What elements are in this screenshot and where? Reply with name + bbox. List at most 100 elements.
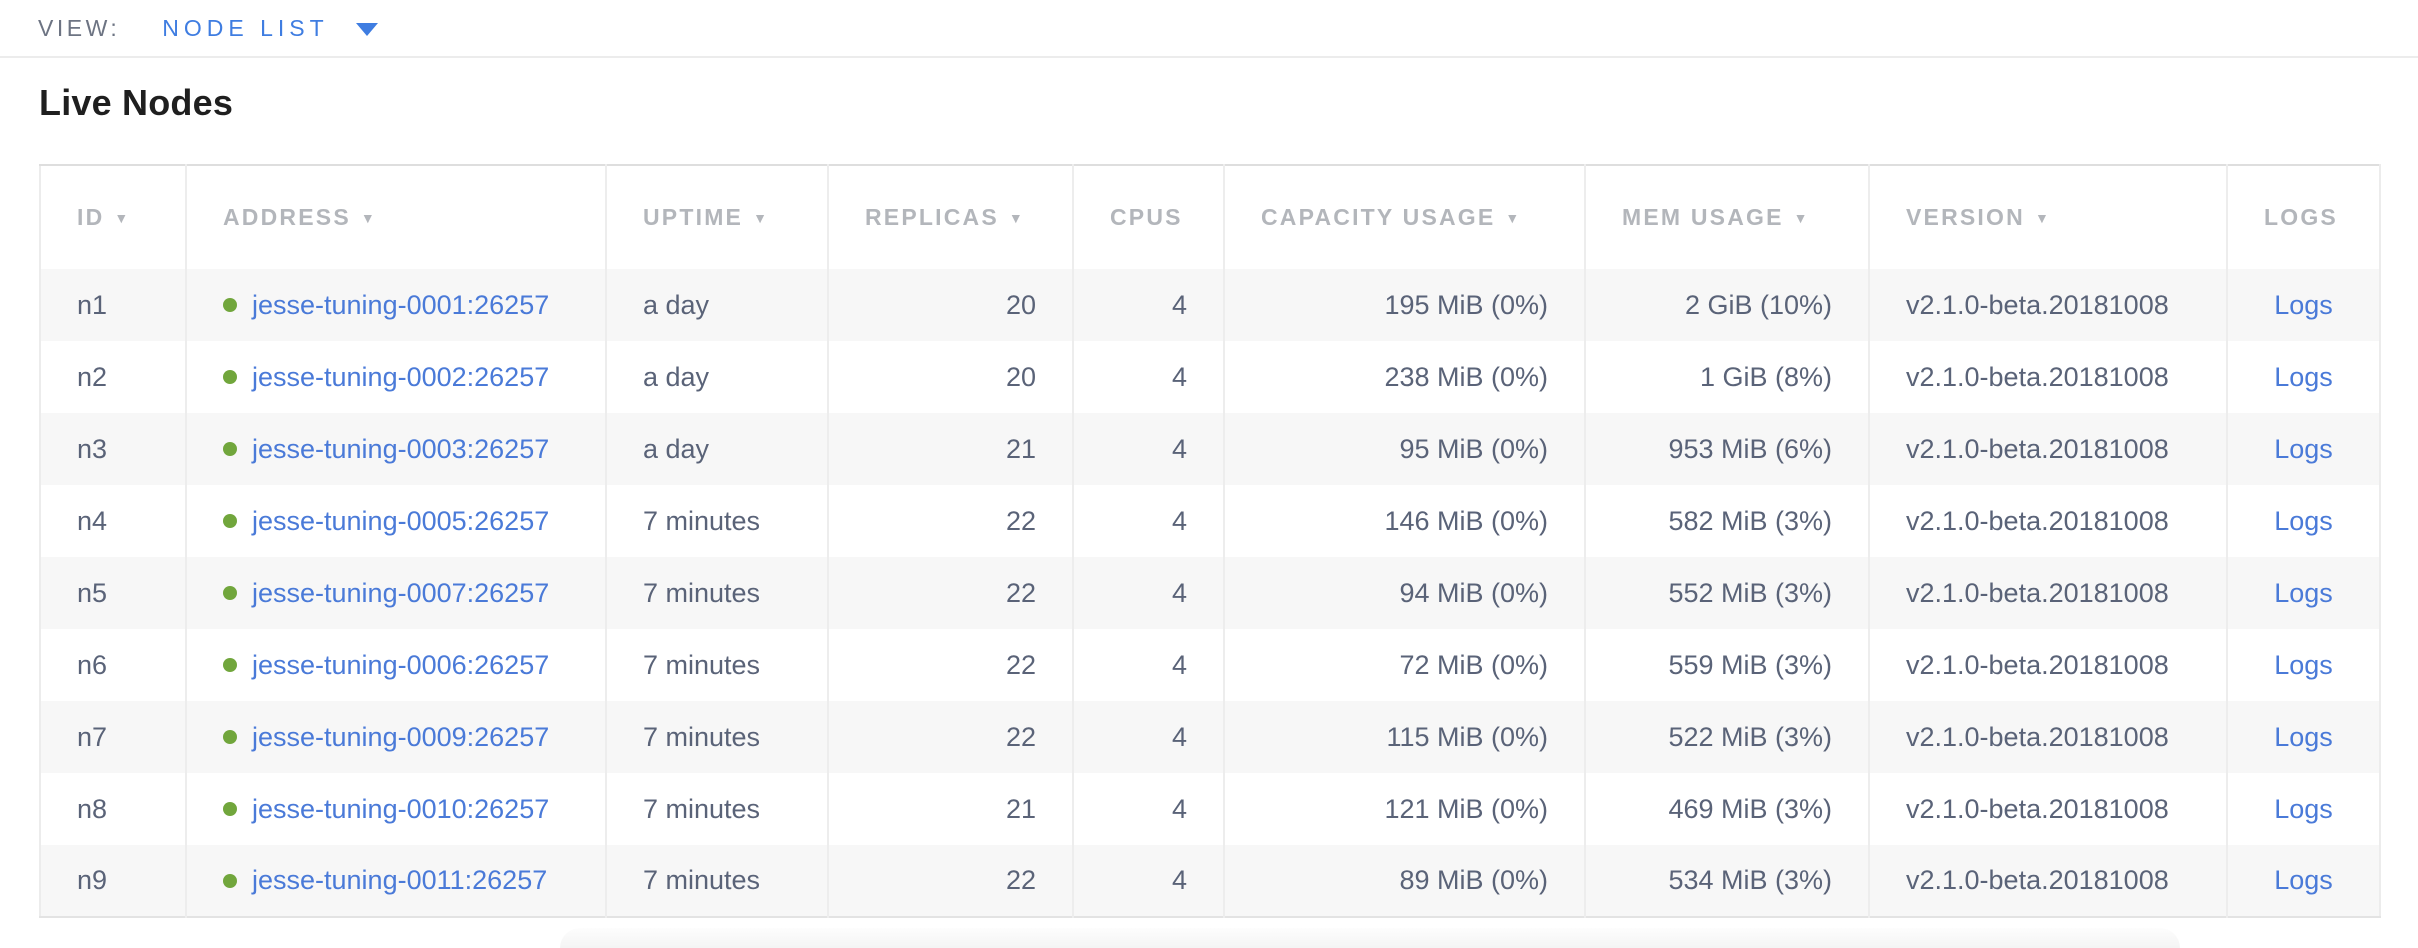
column-header-address[interactable]: ADDRESS ▼ [186, 165, 607, 269]
cell-logs: Logs [2227, 413, 2380, 485]
cell-mem: 953 MiB (6%) [1585, 413, 1870, 485]
column-header-version[interactable]: VERSION ▼ [1869, 165, 2228, 269]
cell-replicas: 20 [828, 341, 1074, 413]
sort-triangle-down-icon: ▼ [1793, 210, 1810, 226]
cell-capacity: 94 MiB (0%) [1224, 557, 1586, 629]
node-status-dot-icon [223, 586, 237, 600]
table-row: n3 jesse-tuning-0003:26257 a day 21 4 95 MiB … [40, 413, 2380, 485]
column-label: ADDRESS [223, 204, 351, 230]
cell-logs: Logs [2227, 845, 2380, 917]
next-section-edge [560, 928, 2180, 948]
sort-triangle-down-icon: ▼ [360, 210, 377, 226]
cell-address: jesse-tuning-0003:26257 [186, 413, 607, 485]
cell-address: jesse-tuning-0007:26257 [186, 557, 607, 629]
cell-id: n1 [40, 269, 187, 341]
cell-capacity: 146 MiB (0%) [1224, 485, 1586, 557]
sort-triangle-down-icon: ▼ [2034, 210, 2051, 226]
cell-version: v2.1.0-beta.20181008 [1869, 269, 2228, 341]
cell-cpus: 4 [1073, 413, 1225, 485]
cell-replicas: 22 [828, 557, 1074, 629]
cell-cpus: 4 [1073, 845, 1225, 917]
cell-version: v2.1.0-beta.20181008 [1869, 701, 2228, 773]
view-selector-dropdown[interactable]: NODE LIST [162, 15, 378, 42]
cell-replicas: 22 [828, 485, 1074, 557]
column-header-capacity[interactable]: CAPACITY USAGE ▼ [1224, 165, 1586, 269]
cell-mem: 469 MiB (3%) [1585, 773, 1870, 845]
node-logs-link[interactable]: Logs [2274, 361, 2333, 392]
column-label: ID [77, 204, 105, 230]
cell-capacity: 121 MiB (0%) [1224, 773, 1586, 845]
node-address-link[interactable]: jesse-tuning-0005:26257 [252, 505, 550, 536]
cell-version: v2.1.0-beta.20181008 [1869, 773, 2228, 845]
cell-replicas: 22 [828, 845, 1074, 917]
node-logs-link[interactable]: Logs [2274, 433, 2333, 464]
node-logs-link[interactable]: Logs [2274, 289, 2333, 320]
node-address-link[interactable]: jesse-tuning-0007:26257 [252, 577, 550, 608]
cell-uptime: 7 minutes [606, 773, 829, 845]
column-header-uptime[interactable]: UPTIME ▼ [606, 165, 829, 269]
node-address-link[interactable]: jesse-tuning-0010:26257 [252, 793, 550, 824]
node-logs-link[interactable]: Logs [2274, 865, 2333, 895]
sort-triangle-down-icon: ▼ [753, 210, 770, 226]
cell-cpus: 4 [1073, 269, 1225, 341]
table-row: n8 jesse-tuning-0010:26257 7 minutes 21 4 121… [40, 773, 2380, 845]
node-status-dot-icon [223, 658, 237, 672]
column-header-mem[interactable]: MEM USAGE ▼ [1585, 165, 1870, 269]
node-address-link[interactable]: jesse-tuning-0009:26257 [252, 721, 550, 752]
cell-address: jesse-tuning-0005:26257 [186, 485, 607, 557]
cell-logs: Logs [2227, 269, 2380, 341]
node-logs-link[interactable]: Logs [2274, 721, 2333, 752]
cell-mem: 534 MiB (3%) [1585, 845, 1870, 917]
cell-address: jesse-tuning-0009:26257 [186, 701, 607, 773]
cell-id: n2 [40, 341, 187, 413]
table-row: n1 jesse-tuning-0001:26257 a day 20 4 195 MiB… [40, 269, 2380, 341]
cell-version: v2.1.0-beta.20181008 [1869, 557, 2228, 629]
table-row: n4 jesse-tuning-0005:26257 7 minutes 22 4 146… [40, 485, 2380, 557]
sort-triangle-down-icon: ▼ [114, 210, 131, 226]
view-bar: VIEW: NODE LIST [0, 0, 2418, 58]
cell-uptime: a day [606, 413, 829, 485]
node-address-link[interactable]: jesse-tuning-0006:26257 [252, 649, 550, 680]
node-status-dot-icon [223, 802, 237, 816]
cell-address: jesse-tuning-0001:26257 [186, 269, 607, 341]
node-status-dot-icon [223, 298, 237, 312]
node-address-link[interactable]: jesse-tuning-0002:26257 [252, 361, 550, 392]
cell-uptime: 7 minutes [606, 845, 829, 917]
node-logs-link[interactable]: Logs [2274, 793, 2333, 824]
column-label: MEM USAGE [1622, 204, 1784, 230]
cell-version: v2.1.0-beta.20181008 [1869, 629, 2228, 701]
column-label: UPTIME [643, 204, 744, 230]
cell-cpus: 4 [1073, 701, 1225, 773]
column-label: CAPACITY USAGE [1261, 204, 1496, 230]
node-logs-link[interactable]: Logs [2274, 505, 2333, 536]
cell-id: n8 [40, 773, 187, 845]
node-address-link[interactable]: jesse-tuning-0011:26257 [252, 865, 548, 895]
cell-replicas: 22 [828, 701, 1074, 773]
cell-replicas: 21 [828, 773, 1074, 845]
cell-mem: 2 GiB (10%) [1585, 269, 1870, 341]
cell-cpus: 4 [1073, 773, 1225, 845]
node-address-link[interactable]: jesse-tuning-0001:26257 [252, 289, 550, 320]
column-header-cpus: CPUS [1073, 165, 1225, 269]
column-label: VERSION [1906, 204, 2025, 230]
column-header-replicas[interactable]: REPLICAS ▼ [828, 165, 1074, 269]
chevron-down-icon [355, 23, 378, 36]
column-header-id[interactable]: ID ▼ [40, 165, 187, 269]
table-row: n5 jesse-tuning-0007:26257 7 minutes 22 4 94 … [40, 557, 2380, 629]
cell-address: jesse-tuning-0011:26257 [186, 845, 607, 917]
node-address-link[interactable]: jesse-tuning-0003:26257 [252, 433, 550, 464]
cell-uptime: a day [606, 269, 829, 341]
cell-uptime: 7 minutes [606, 485, 829, 557]
cell-address: jesse-tuning-0006:26257 [186, 629, 607, 701]
node-status-dot-icon [223, 514, 237, 528]
cell-replicas: 22 [828, 629, 1074, 701]
column-label: LOGS [2264, 204, 2338, 230]
cell-version: v2.1.0-beta.20181008 [1869, 485, 2228, 557]
node-logs-link[interactable]: Logs [2274, 577, 2333, 608]
cell-id: n9 [40, 845, 187, 917]
cell-mem: 582 MiB (3%) [1585, 485, 1870, 557]
cell-version: v2.1.0-beta.20181008 [1869, 413, 2228, 485]
cell-capacity: 89 MiB (0%) [1224, 845, 1586, 917]
node-logs-link[interactable]: Logs [2274, 649, 2333, 680]
cell-mem: 1 GiB (8%) [1585, 341, 1870, 413]
